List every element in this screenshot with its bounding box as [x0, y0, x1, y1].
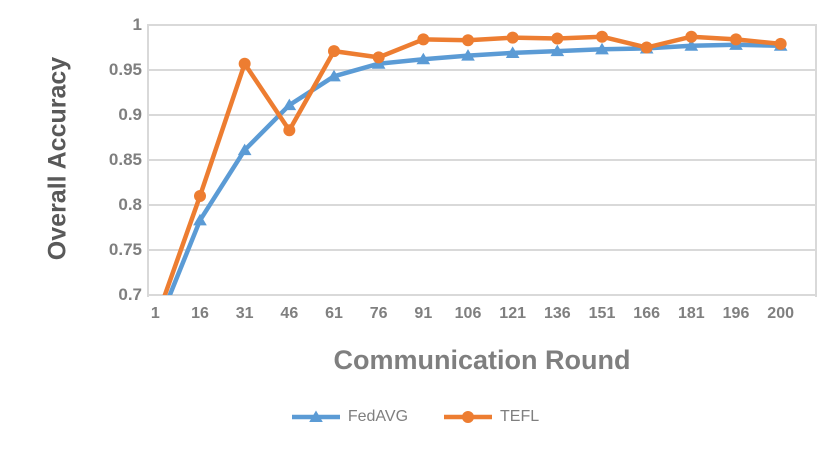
x-tick-label: 1: [150, 305, 160, 322]
legend-entry-tefl[interactable]: TEFL: [442, 408, 539, 426]
x-tick-label: 196: [722, 305, 750, 322]
x-tick-label: 166: [633, 305, 660, 322]
y-tick-label: 0.95: [108, 60, 142, 79]
gridline: [147, 159, 817, 161]
x-tick-label: 181: [677, 305, 705, 322]
data-point-tefl: [194, 190, 206, 202]
data-point-fedavg: [193, 213, 207, 226]
data-point-fedavg: [327, 69, 341, 82]
plot-right-border: [815, 25, 817, 297]
x-tick-label: 200: [767, 305, 794, 322]
x-tick-label: 121: [499, 305, 526, 322]
data-point-fedavg: [595, 42, 609, 55]
x-tick-label: 76: [369, 305, 388, 322]
chart-legend: FedAVG TEFL: [0, 408, 829, 426]
gridline: [147, 249, 817, 251]
y-tick-label: 0.7: [118, 285, 142, 304]
legend-label: TEFL: [500, 408, 540, 425]
y-axis-tick-labels: 1 0.95 0.9 0.85 0.8 0.75 0.7: [80, 0, 142, 458]
x-axis-tick-labels: 1 16 31 46 61 76 91 106 121 136 151 166 181 196 200: [147, 305, 817, 331]
x-tick-label: 136: [543, 305, 571, 322]
x-tick-label: 106: [454, 305, 482, 322]
y-tick-label: 0.85: [108, 150, 142, 169]
data-point-tefl: [238, 57, 251, 70]
data-point-tefl: [774, 37, 787, 50]
gridline: [147, 294, 817, 296]
data-point-tefl: [506, 31, 519, 44]
y-tick-label: 0.9: [118, 105, 142, 124]
data-point-tefl: [685, 30, 698, 43]
y-tick-label: 0.8: [118, 195, 142, 214]
y-tick-label: 1: [132, 15, 142, 34]
legend-entry-fedavg[interactable]: FedAVG: [290, 408, 408, 426]
gridline: [147, 69, 817, 71]
data-point-fedavg: [282, 98, 297, 111]
data-point-tefl: [283, 124, 296, 137]
x-tick-label: 31: [235, 305, 254, 322]
data-point-tefl: [551, 32, 564, 45]
data-point-tefl: [730, 33, 742, 46]
x-axis-title: Communication Round: [333, 345, 631, 375]
gridline: [147, 204, 817, 206]
gridline: [147, 24, 817, 26]
plot-area: [147, 24, 817, 296]
gridlines: [147, 24, 817, 296]
data-point-fedavg: [237, 143, 252, 156]
data-point-tefl: [640, 41, 653, 54]
series-line-fedavg: [167, 42, 783, 295]
data-point-fedavg: [461, 49, 475, 61]
data-point-fedavg: [505, 46, 520, 58]
y-tick-label: 0.75: [108, 240, 142, 259]
legend-swatch-triangle-icon: [291, 410, 340, 422]
gridline: [147, 114, 817, 116]
data-point-tefl: [462, 34, 474, 47]
legend-swatch-circle-icon: [444, 411, 493, 423]
series-layer: [162, 30, 788, 295]
x-tick-label: 151: [588, 305, 616, 322]
data-point-fedavg: [550, 44, 565, 57]
data-point-fedavg: [416, 52, 431, 65]
data-point-tefl: [372, 51, 385, 64]
y-axis-line: [147, 25, 149, 297]
series-line-tefl: [162, 34, 783, 295]
x-tick-label: 91: [414, 305, 433, 322]
data-point-fedavg: [684, 39, 699, 51]
x-tick-label: 61: [325, 305, 343, 322]
y-axis-title: Overall Accuracy: [43, 56, 72, 261]
x-tick-label: 16: [191, 305, 209, 322]
data-point-tefl: [417, 33, 430, 46]
legend-label: FedAVG: [347, 408, 409, 425]
data-point-tefl: [328, 45, 340, 58]
data-point-tefl: [596, 30, 608, 43]
x-tick-label: 46: [280, 305, 299, 322]
